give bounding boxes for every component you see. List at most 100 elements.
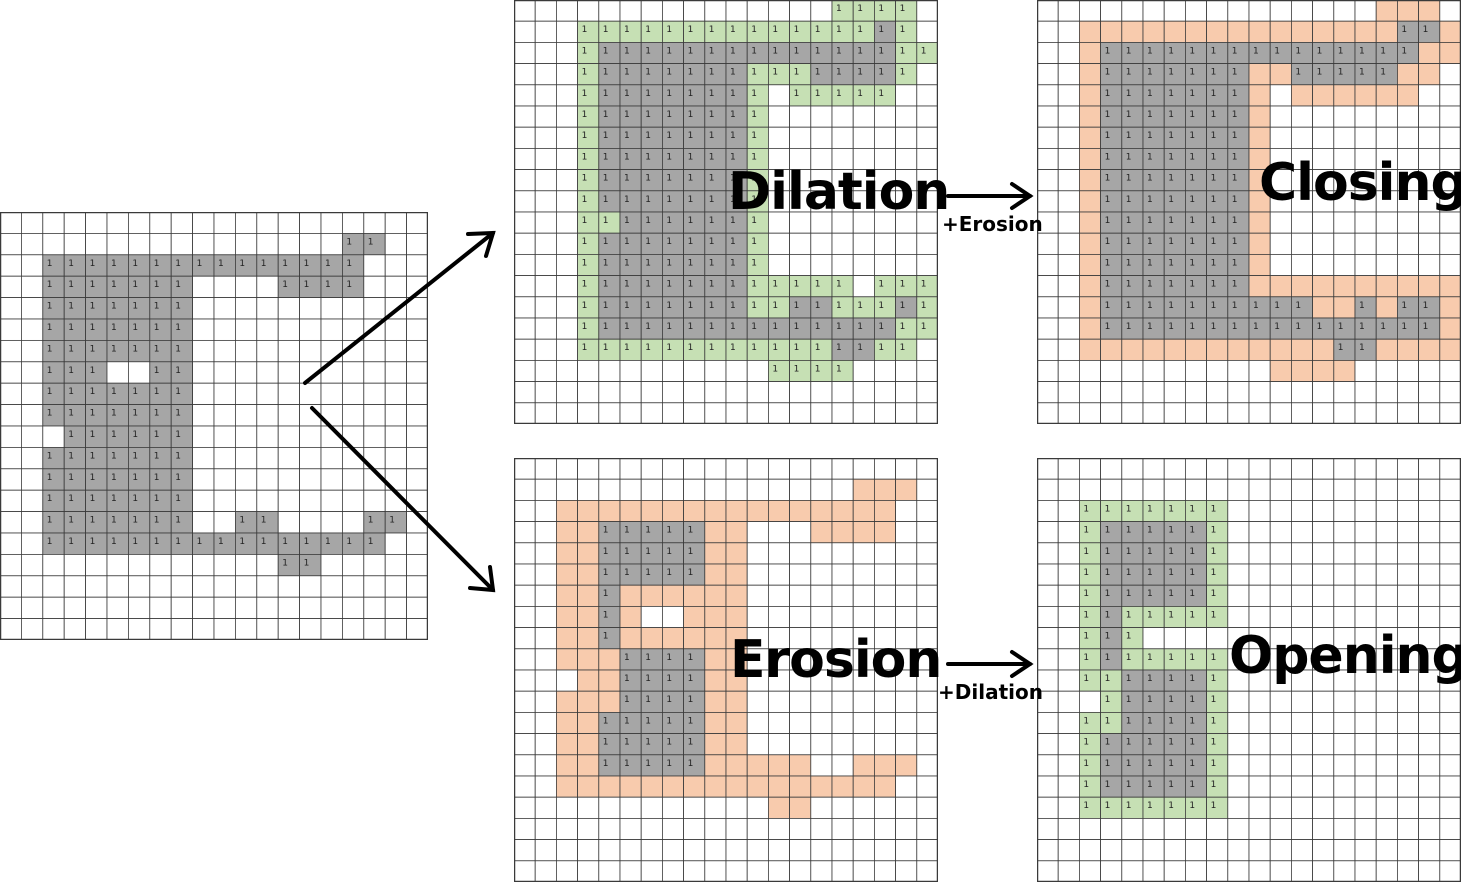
cell-value: 1 bbox=[1126, 547, 1132, 557]
cell-value: 1 bbox=[47, 516, 53, 526]
cell-value: 1 bbox=[154, 366, 160, 376]
cell-value: 1 bbox=[794, 89, 800, 99]
cell-value: 1 bbox=[261, 516, 267, 526]
closing-label: Closing bbox=[1259, 153, 1461, 213]
cell-value: 1 bbox=[1189, 110, 1195, 120]
cell-value: 1 bbox=[1147, 653, 1153, 663]
cell-value: 1 bbox=[175, 344, 181, 354]
cell-value: 1 bbox=[688, 738, 694, 748]
cell-value: 1 bbox=[1211, 110, 1217, 120]
cell-value: 1 bbox=[666, 547, 672, 557]
cell-value: 1 bbox=[582, 174, 588, 184]
cell-value: 1 bbox=[603, 568, 609, 578]
cell-value: 1 bbox=[1211, 568, 1217, 578]
cell-value: 1 bbox=[878, 322, 884, 332]
cell-value: 1 bbox=[751, 152, 757, 162]
cell-value: 1 bbox=[1423, 322, 1429, 332]
cell-value: 1 bbox=[1168, 301, 1174, 311]
cell-value: 1 bbox=[346, 259, 352, 269]
cell-value: 1 bbox=[1423, 25, 1429, 35]
cell-value: 1 bbox=[688, 716, 694, 726]
cell-value: 1 bbox=[772, 68, 778, 78]
cell-value: 1 bbox=[603, 301, 609, 311]
cell-value: 1 bbox=[857, 89, 863, 99]
arrowhead-dilation-to-closing bbox=[1010, 182, 1034, 210]
cell-value: 1 bbox=[111, 280, 117, 290]
cell-value: 1 bbox=[900, 280, 906, 290]
cell-value: 1 bbox=[282, 259, 288, 269]
cell-value: 1 bbox=[1083, 716, 1089, 726]
cell-value: 1 bbox=[154, 409, 160, 419]
dilation-grid: 1 1 1 1 1 1 1 1 1 1 1 1 1 1 1 1 1 1 1 1 1 1 1 1 1 1 1 1 1 1 1 1 1 1 1 1 1 1 1 1… bbox=[514, 0, 938, 424]
cell-value: 1 bbox=[1147, 695, 1153, 705]
cell-value: 1 bbox=[624, 343, 630, 353]
cell-value: 1 bbox=[794, 68, 800, 78]
cell-value: 1 bbox=[1126, 195, 1132, 205]
cell-value: 1 bbox=[175, 302, 181, 312]
cell-value: 1 bbox=[730, 110, 736, 120]
cell-value: 1 bbox=[132, 516, 138, 526]
cell-value: 1 bbox=[582, 131, 588, 141]
cell-value: 1 bbox=[1211, 195, 1217, 205]
cell-value: 1 bbox=[132, 387, 138, 397]
cell-value: 1 bbox=[1211, 68, 1217, 78]
cell-value: 1 bbox=[751, 258, 757, 268]
cell-value: 1 bbox=[1189, 504, 1195, 514]
cell-value: 1 bbox=[1189, 610, 1195, 620]
cell-value: 1 bbox=[1295, 322, 1301, 332]
cell-value: 1 bbox=[730, 25, 736, 35]
cell-value: 1 bbox=[624, 547, 630, 557]
cell-value: 1 bbox=[582, 46, 588, 56]
cell-value: 1 bbox=[772, 364, 778, 374]
cell-value: 1 bbox=[1211, 716, 1217, 726]
cell-value: 1 bbox=[1274, 322, 1280, 332]
cell-value: 1 bbox=[1189, 738, 1195, 748]
cell-value: 1 bbox=[1168, 280, 1174, 290]
cell-value: 1 bbox=[1126, 322, 1132, 332]
cell-value: 1 bbox=[1317, 68, 1323, 78]
cell-value: 1 bbox=[132, 537, 138, 547]
cell-value: 1 bbox=[645, 301, 651, 311]
cell-value: 1 bbox=[751, 322, 757, 332]
cell-value: 1 bbox=[666, 131, 672, 141]
cell-value: 1 bbox=[282, 537, 288, 547]
cell-value: 1 bbox=[751, 46, 757, 56]
cell-value: 1 bbox=[132, 473, 138, 483]
cell-value: 1 bbox=[154, 280, 160, 290]
arrowhead-erosion-to-opening bbox=[1010, 650, 1034, 678]
opening-grid: 1 1 1 1 1 1 1 1 1 1 1 1 1 1 1 1 1 1 1 1 1 1 1 1 1 1 1 1 1 1 1 1 1 1 1 1 1 1 1 1… bbox=[1037, 458, 1461, 882]
cell-value: 1 bbox=[815, 280, 821, 290]
cell-value: 1 bbox=[1211, 610, 1217, 620]
cell-value: 1 bbox=[730, 322, 736, 332]
cell-value: 1 bbox=[1083, 547, 1089, 557]
cell-value: 1 bbox=[1189, 780, 1195, 790]
cell-value: 1 bbox=[624, 568, 630, 578]
cell-value: 1 bbox=[1168, 46, 1174, 56]
cell-value: 1 bbox=[1147, 526, 1153, 536]
cell-value: 1 bbox=[1147, 46, 1153, 56]
cell-value: 1 bbox=[688, 547, 694, 557]
cell-value: 1 bbox=[1126, 801, 1132, 811]
cell-value: 1 bbox=[1147, 301, 1153, 311]
cell-value: 1 bbox=[304, 280, 310, 290]
cell-value: 1 bbox=[624, 89, 630, 99]
arrowhead-to-erosion bbox=[468, 565, 496, 593]
cell-value: 1 bbox=[794, 364, 800, 374]
cell-value: 1 bbox=[1147, 674, 1153, 684]
cell-value: 1 bbox=[645, 716, 651, 726]
cell-value: 1 bbox=[603, 526, 609, 536]
cell-value: 1 bbox=[1211, 780, 1217, 790]
cell-value: 1 bbox=[582, 68, 588, 78]
cell-value: 1 bbox=[346, 537, 352, 547]
cell-value: 1 bbox=[645, 280, 651, 290]
cell-value: 1 bbox=[1105, 801, 1111, 811]
cell-value: 1 bbox=[688, 68, 694, 78]
cell-value: 1 bbox=[1189, 301, 1195, 311]
cell-value: 1 bbox=[1147, 131, 1153, 141]
cell-value: 1 bbox=[666, 674, 672, 684]
cell-value: 1 bbox=[603, 46, 609, 56]
cell-value: 1 bbox=[175, 516, 181, 526]
cell-value: 1 bbox=[878, 343, 884, 353]
cell-value: 1 bbox=[1105, 738, 1111, 748]
cell-value: 1 bbox=[1105, 610, 1111, 620]
